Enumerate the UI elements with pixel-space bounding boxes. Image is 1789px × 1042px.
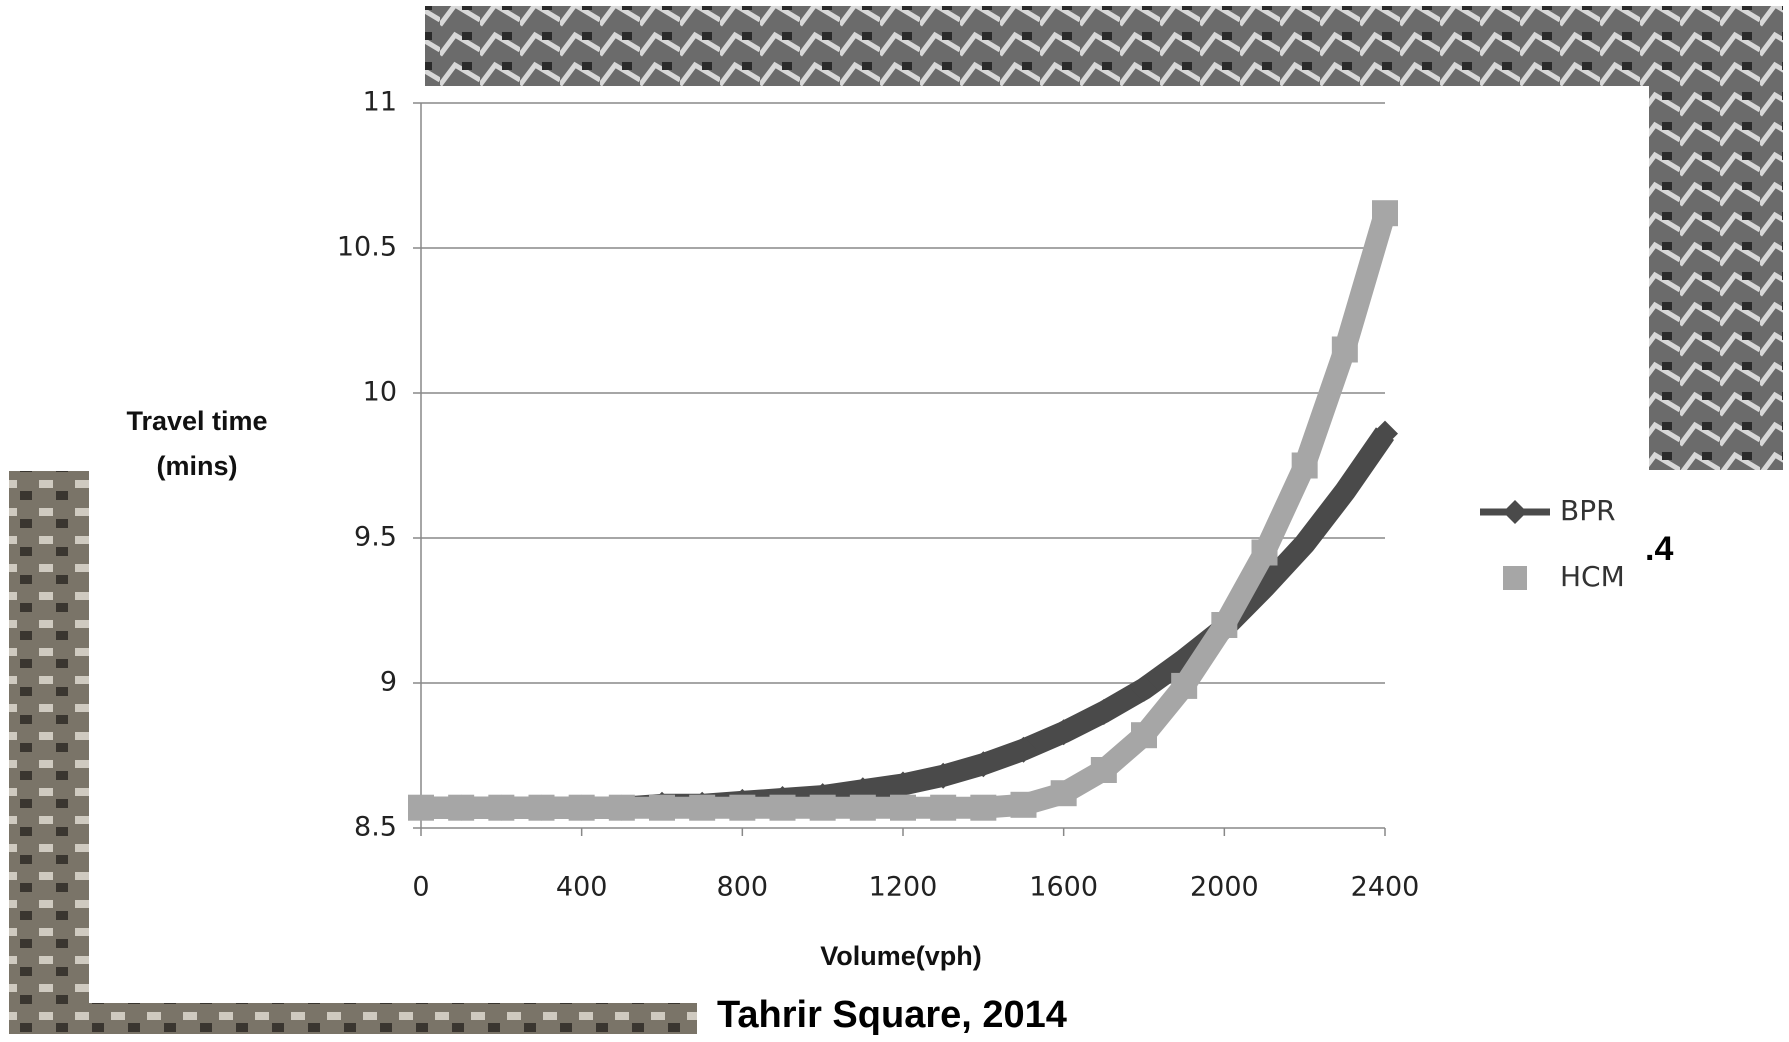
x-tick-label: 1600 [1029, 872, 1098, 903]
point [1503, 566, 1527, 590]
point [569, 795, 595, 821]
point [1252, 540, 1278, 566]
page: {"chart_data": {"type": "line", "y_label… [0, 0, 1789, 1038]
x-tick-label: 1200 [869, 872, 938, 903]
point [1051, 780, 1077, 806]
x-tick-label: 0 [412, 872, 429, 903]
x-tick-label: 800 [717, 872, 769, 903]
caption: Tahrir Square, 2014 [717, 994, 1067, 1036]
point [1292, 453, 1318, 479]
legend-label: HCM [1560, 560, 1625, 593]
y-tick-label: 9 [380, 667, 397, 698]
x-tick-label: 2400 [1351, 872, 1420, 903]
point [1211, 612, 1237, 638]
point [1171, 673, 1197, 699]
point [970, 795, 996, 821]
point [1131, 722, 1157, 748]
x-tick-label: 400 [556, 872, 608, 903]
y-tick-label: 10 [363, 377, 397, 408]
point [930, 795, 956, 821]
point [1372, 200, 1398, 226]
point [1332, 337, 1358, 363]
point [529, 795, 555, 821]
point [1011, 792, 1037, 818]
point [729, 795, 755, 821]
point [770, 795, 796, 821]
point [689, 795, 715, 821]
point [810, 795, 836, 821]
screen: 8.5 9 9.5 10 10.5 11 0 400 800 1200 1600 2000 2400 BP… [0, 0, 1789, 1038]
x-axis-label: Volume(vph) [820, 941, 982, 971]
point [890, 795, 916, 821]
legend-label: BPR [1560, 494, 1616, 527]
point [1091, 757, 1117, 783]
y-tick-label: 11 [363, 87, 397, 118]
y-tick-label: 8.5 [354, 812, 397, 843]
chart-panel [89, 86, 1649, 1003]
point [649, 795, 675, 821]
y-tick-label: 10.5 [337, 232, 397, 263]
point [850, 795, 876, 821]
point [408, 795, 434, 821]
text-fragment: .4 [1645, 530, 1673, 568]
x-tick-label: 2000 [1190, 872, 1259, 903]
point [609, 795, 635, 821]
point [488, 795, 514, 821]
y-tick-label: 9.5 [354, 522, 397, 553]
point [448, 795, 474, 821]
